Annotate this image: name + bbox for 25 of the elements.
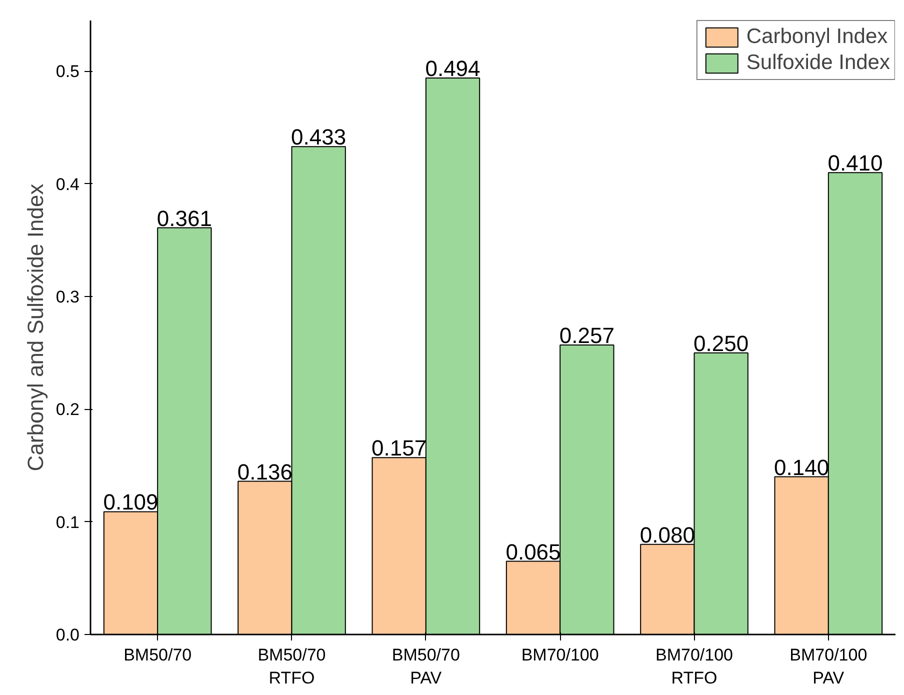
y-tick-label: 0.0: [56, 626, 80, 644]
data-label: 0.410: [828, 150, 883, 176]
x-tick-label: BM50/70 PAV: [392, 646, 460, 688]
x-tick-label: BM50/70: [124, 646, 192, 664]
data-label: 0.257: [559, 322, 614, 348]
y-tick-label: 0.5: [56, 62, 80, 82]
x-tick-label: BM70/100 RTFO: [656, 646, 733, 688]
y-tick-label: 0.3: [56, 288, 80, 307]
data-label: 0.250: [694, 330, 749, 356]
x-tick-label: BM70/100 PAV: [790, 646, 868, 688]
data-label: 0.157: [372, 436, 427, 461]
legend-label: Carbonyl Index: [746, 25, 888, 49]
data-label: 0.361: [156, 206, 212, 231]
x-tick-label: BM50/70 RTFO: [258, 646, 326, 688]
data-label: 0.433: [291, 124, 346, 150]
y-axis-title: Carbonyl and Sulfoxide Index: [22, 184, 48, 472]
y-tick-label: 0.4: [56, 174, 80, 194]
data-label: 0.136: [237, 459, 292, 484]
legend-label: Sulfoxide Index: [746, 51, 890, 75]
y-tick-label: 0.2: [56, 400, 80, 420]
data-label: 0.080: [640, 522, 695, 548]
data-label: 0.494: [425, 56, 480, 81]
y-tick-label: 0.1: [56, 512, 80, 532]
x-tick-label: BM70/100: [521, 646, 599, 664]
data-label: 0.140: [774, 454, 830, 480]
